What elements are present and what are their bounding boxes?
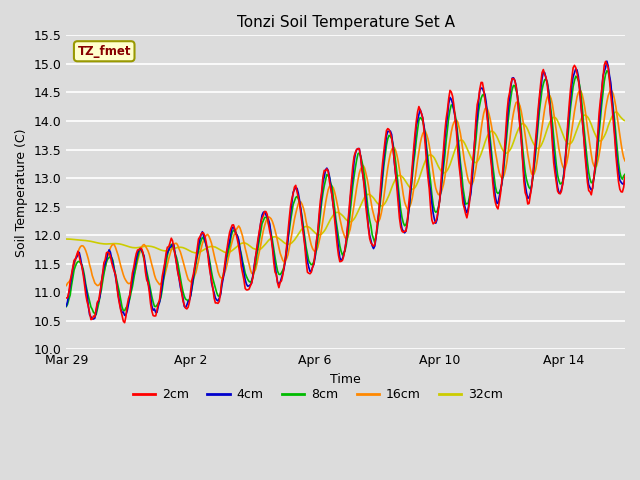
4cm: [106, 249, 114, 255]
4cm: [603, 58, 611, 64]
8cm: [451, 112, 459, 118]
32cm: [105, 241, 113, 247]
16cm: [607, 87, 614, 93]
16cm: [451, 118, 459, 123]
16cm: [106, 245, 114, 251]
Y-axis label: Soil Temperature (C): Soil Temperature (C): [15, 128, 28, 257]
2cm: [105, 250, 113, 256]
8cm: [603, 68, 611, 73]
8cm: [576, 82, 584, 88]
2cm: [388, 135, 396, 141]
4cm: [506, 94, 513, 99]
32cm: [576, 120, 584, 125]
8cm: [92, 312, 100, 318]
8cm: [621, 171, 629, 177]
8cm: [106, 253, 114, 259]
16cm: [93, 283, 101, 288]
4cm: [388, 132, 396, 137]
32cm: [192, 250, 200, 256]
Line: 16cm: 16cm: [67, 90, 625, 286]
4cm: [90, 316, 97, 322]
32cm: [506, 147, 513, 153]
4cm: [576, 86, 584, 92]
4cm: [494, 201, 502, 206]
4cm: [621, 175, 629, 180]
2cm: [602, 59, 609, 64]
32cm: [63, 236, 70, 242]
8cm: [506, 104, 513, 110]
16cm: [621, 158, 629, 164]
2cm: [576, 86, 584, 92]
Line: 2cm: 2cm: [67, 61, 625, 323]
16cm: [388, 147, 396, 153]
16cm: [576, 87, 584, 93]
8cm: [494, 191, 502, 196]
32cm: [451, 146, 459, 152]
2cm: [506, 89, 513, 95]
32cm: [388, 185, 396, 191]
16cm: [63, 283, 70, 288]
Title: Tonzi Soil Temperature Set A: Tonzi Soil Temperature Set A: [237, 15, 454, 30]
2cm: [63, 295, 70, 301]
32cm: [494, 136, 502, 142]
32cm: [621, 118, 629, 123]
8cm: [63, 304, 70, 310]
Text: TZ_fmet: TZ_fmet: [77, 45, 131, 58]
4cm: [451, 114, 459, 120]
Legend: 2cm, 4cm, 8cm, 16cm, 32cm: 2cm, 4cm, 8cm, 16cm, 32cm: [128, 383, 508, 406]
Line: 4cm: 4cm: [67, 61, 625, 319]
2cm: [621, 173, 629, 179]
8cm: [388, 136, 396, 142]
Line: 8cm: 8cm: [67, 71, 625, 315]
2cm: [121, 320, 129, 325]
4cm: [63, 303, 70, 309]
16cm: [506, 138, 513, 144]
X-axis label: Time: Time: [330, 373, 361, 386]
16cm: [494, 164, 502, 169]
Line: 32cm: 32cm: [67, 112, 625, 253]
2cm: [451, 116, 459, 122]
32cm: [612, 109, 620, 115]
2cm: [494, 206, 502, 212]
